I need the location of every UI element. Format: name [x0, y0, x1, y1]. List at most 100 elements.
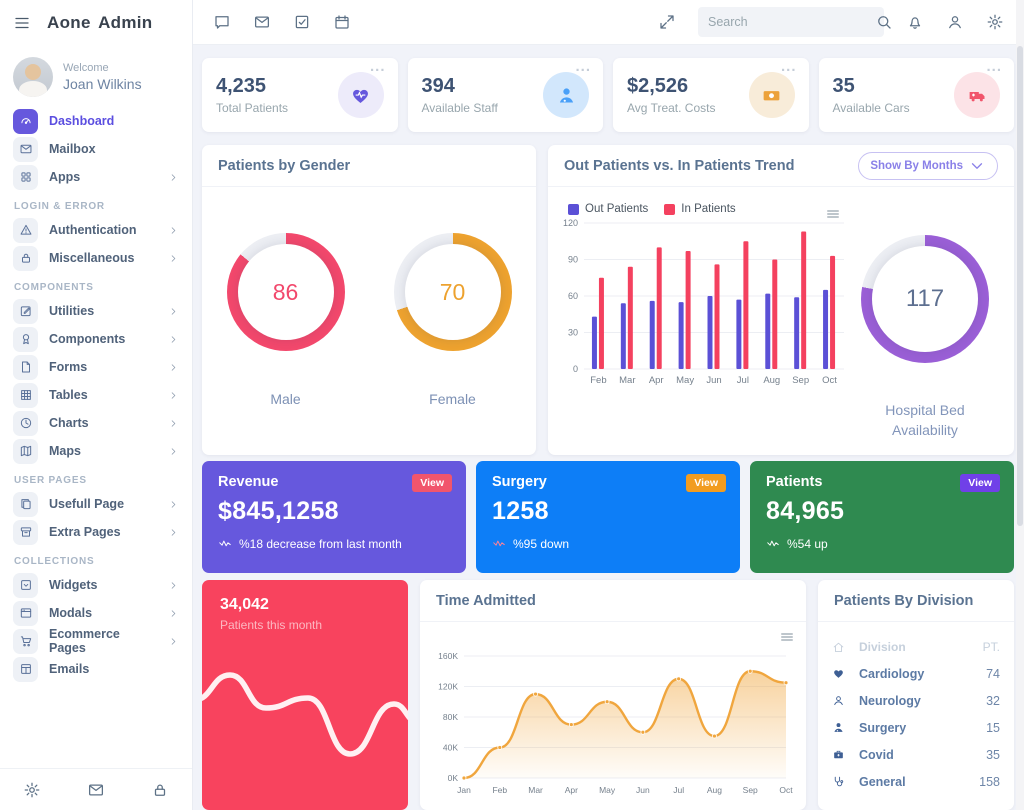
svg-text:Sep: Sep [743, 785, 758, 795]
calendar-icon[interactable] [333, 13, 351, 31]
card-menu-button[interactable]: ... [986, 58, 1002, 75]
metric-note-text: %95 down [513, 537, 570, 551]
sidebar-item-components[interactable]: Components [0, 325, 192, 353]
division-name: Neurology [859, 693, 921, 708]
sidebar-item-miscellaneous[interactable]: Miscellaneous [0, 244, 192, 272]
stethoscope-icon [832, 775, 859, 788]
svg-text:Oct: Oct [779, 785, 793, 795]
sidebar-item-extra-pages[interactable]: Extra Pages [0, 518, 192, 546]
notifications-icon[interactable] [906, 13, 924, 31]
gender-card-header: Patients by Gender [202, 145, 536, 187]
avatar[interactable] [13, 57, 53, 97]
sidebar-item-charts[interactable]: Charts [0, 409, 192, 437]
svg-text:Feb: Feb [492, 785, 507, 795]
sidebar-item-ecommerce-pages[interactable]: Ecommerce Pages [0, 627, 192, 655]
view-button[interactable]: View [960, 474, 1000, 492]
svg-text:40K: 40K [443, 743, 458, 753]
sidebar-item-modals[interactable]: Modals [0, 599, 192, 627]
search-input[interactable] [708, 15, 869, 29]
wave-decoration [202, 672, 408, 757]
sidebar-item-emails[interactable]: Emails [0, 655, 192, 683]
svg-text:Aug: Aug [707, 785, 722, 795]
area-chart: 0K 40K 80K 120K 160K Jan Feb Mar Apr May Jun Jul Aug… [428, 626, 798, 798]
svg-text:Jul: Jul [737, 375, 749, 386]
chevron-right-icon [168, 172, 179, 183]
file-icon [13, 354, 38, 380]
sidebar-item-label: Extra Pages [49, 525, 121, 539]
card-menu-button[interactable]: ... [780, 58, 797, 75]
metric-note-text: %54 up [787, 537, 828, 551]
sidebar-item-label: Emails [49, 662, 90, 676]
topbar-settings-icon[interactable] [986, 13, 1004, 31]
staff-icon [543, 72, 589, 118]
metrics-row: Revenue View $845,1258 %18 decrease from la… [202, 461, 1014, 573]
metric-card-revenue: Revenue View $845,1258 %18 decrease from la… [202, 461, 466, 573]
stat-label: Available Staff [421, 101, 498, 115]
sidebar-item-forms[interactable]: Forms [0, 353, 192, 381]
stat-value: 394 [421, 75, 455, 97]
sidebar-item-dashboard[interactable]: Dashboard [0, 107, 192, 135]
card-menu-button[interactable]: ... [369, 58, 386, 75]
sidebar-item-usefull-page[interactable]: Usefull Page [0, 490, 192, 518]
ambulance-icon [954, 72, 1000, 118]
division-table-header: Division PT. [832, 634, 1000, 660]
doctor-icon [832, 721, 859, 734]
sidebar-item-authentication[interactable]: Authentication [0, 216, 192, 244]
gauge-label: Male [270, 391, 301, 407]
stat-value: 4,235 [216, 75, 267, 97]
tasks-icon[interactable] [293, 13, 311, 31]
mail-icon[interactable] [87, 781, 105, 799]
fullscreen-icon[interactable] [658, 13, 676, 31]
sidebar-item-utilities[interactable]: Utilities [0, 297, 192, 325]
chevron-right-icon [168, 306, 179, 317]
brand-title[interactable]: Aone Admin [47, 12, 153, 32]
stat-label: Total Patients [216, 101, 289, 115]
settings-icon[interactable] [23, 781, 41, 799]
card-menu-button[interactable]: ... [575, 58, 591, 75]
menu-icon[interactable] [13, 14, 31, 32]
time-chart-menu-icon[interactable] [778, 628, 796, 646]
sidebar-item-widgets[interactable]: Widgets [0, 571, 192, 599]
view-button[interactable]: View [412, 474, 452, 492]
bottom-row: 34,042 Patients this month Time Admitted… [202, 580, 1014, 810]
trend-card-title: Out Patients vs. In Patients Trend [564, 157, 795, 174]
user-name: Joan Wilkins [63, 76, 142, 92]
account-icon[interactable] [946, 13, 964, 31]
metric-note-text: %18 decrease from last month [239, 537, 402, 551]
stat-value: $2,526 [627, 75, 689, 97]
stat-card-total-patients: ... 4,235 Total Patients [202, 58, 398, 132]
gauge-core: 117 [872, 246, 978, 352]
svg-text:120K: 120K [438, 682, 458, 692]
scrollbar-thumb[interactable] [1017, 46, 1023, 526]
sidebar-item-mailbox[interactable]: Mailbox [0, 135, 192, 163]
svg-text:Apr: Apr [649, 375, 664, 386]
metric-value: $845,1258 [218, 497, 339, 525]
svg-text:80K: 80K [443, 712, 458, 722]
trend-zigzag-icon [766, 537, 780, 551]
lock-icon[interactable] [151, 781, 169, 799]
search-icon[interactable] [875, 13, 893, 31]
mailtable-icon [13, 656, 38, 682]
show-by-months-button[interactable]: Show By Months [858, 151, 998, 180]
home-icon [832, 641, 859, 654]
stat-value: 35 [832, 75, 855, 97]
chat-icon[interactable] [213, 13, 231, 31]
stat-card-available-staff: ... 394 Available Staff [407, 58, 603, 132]
sidebar-item-tables[interactable]: Tables [0, 381, 192, 409]
gauge-core: 70 [404, 244, 501, 340]
view-button[interactable]: View [686, 474, 726, 492]
sidebar-item-label: Tables [49, 388, 88, 402]
time-card-header: Time Admitted [420, 580, 806, 622]
lock-icon [13, 245, 38, 271]
chart-menu-icon[interactable] [824, 205, 842, 223]
stats-row: ... 4,235 Total Patients... 394 Available St… [202, 58, 1014, 132]
scrollbar-track[interactable] [1016, 0, 1024, 810]
envelope-icon[interactable] [253, 13, 271, 31]
patients-month-card: 34,042 Patients this month [202, 580, 408, 810]
division-row-surgery: Surgery 15 [832, 714, 1000, 741]
sidebar-item-maps[interactable]: Maps [0, 437, 192, 465]
sidebar-item-label: Utilities [49, 304, 95, 318]
sidebar-item-apps[interactable]: Apps [0, 163, 192, 191]
metric-note: %54 up [766, 537, 998, 551]
chevron-right-icon [168, 527, 179, 538]
